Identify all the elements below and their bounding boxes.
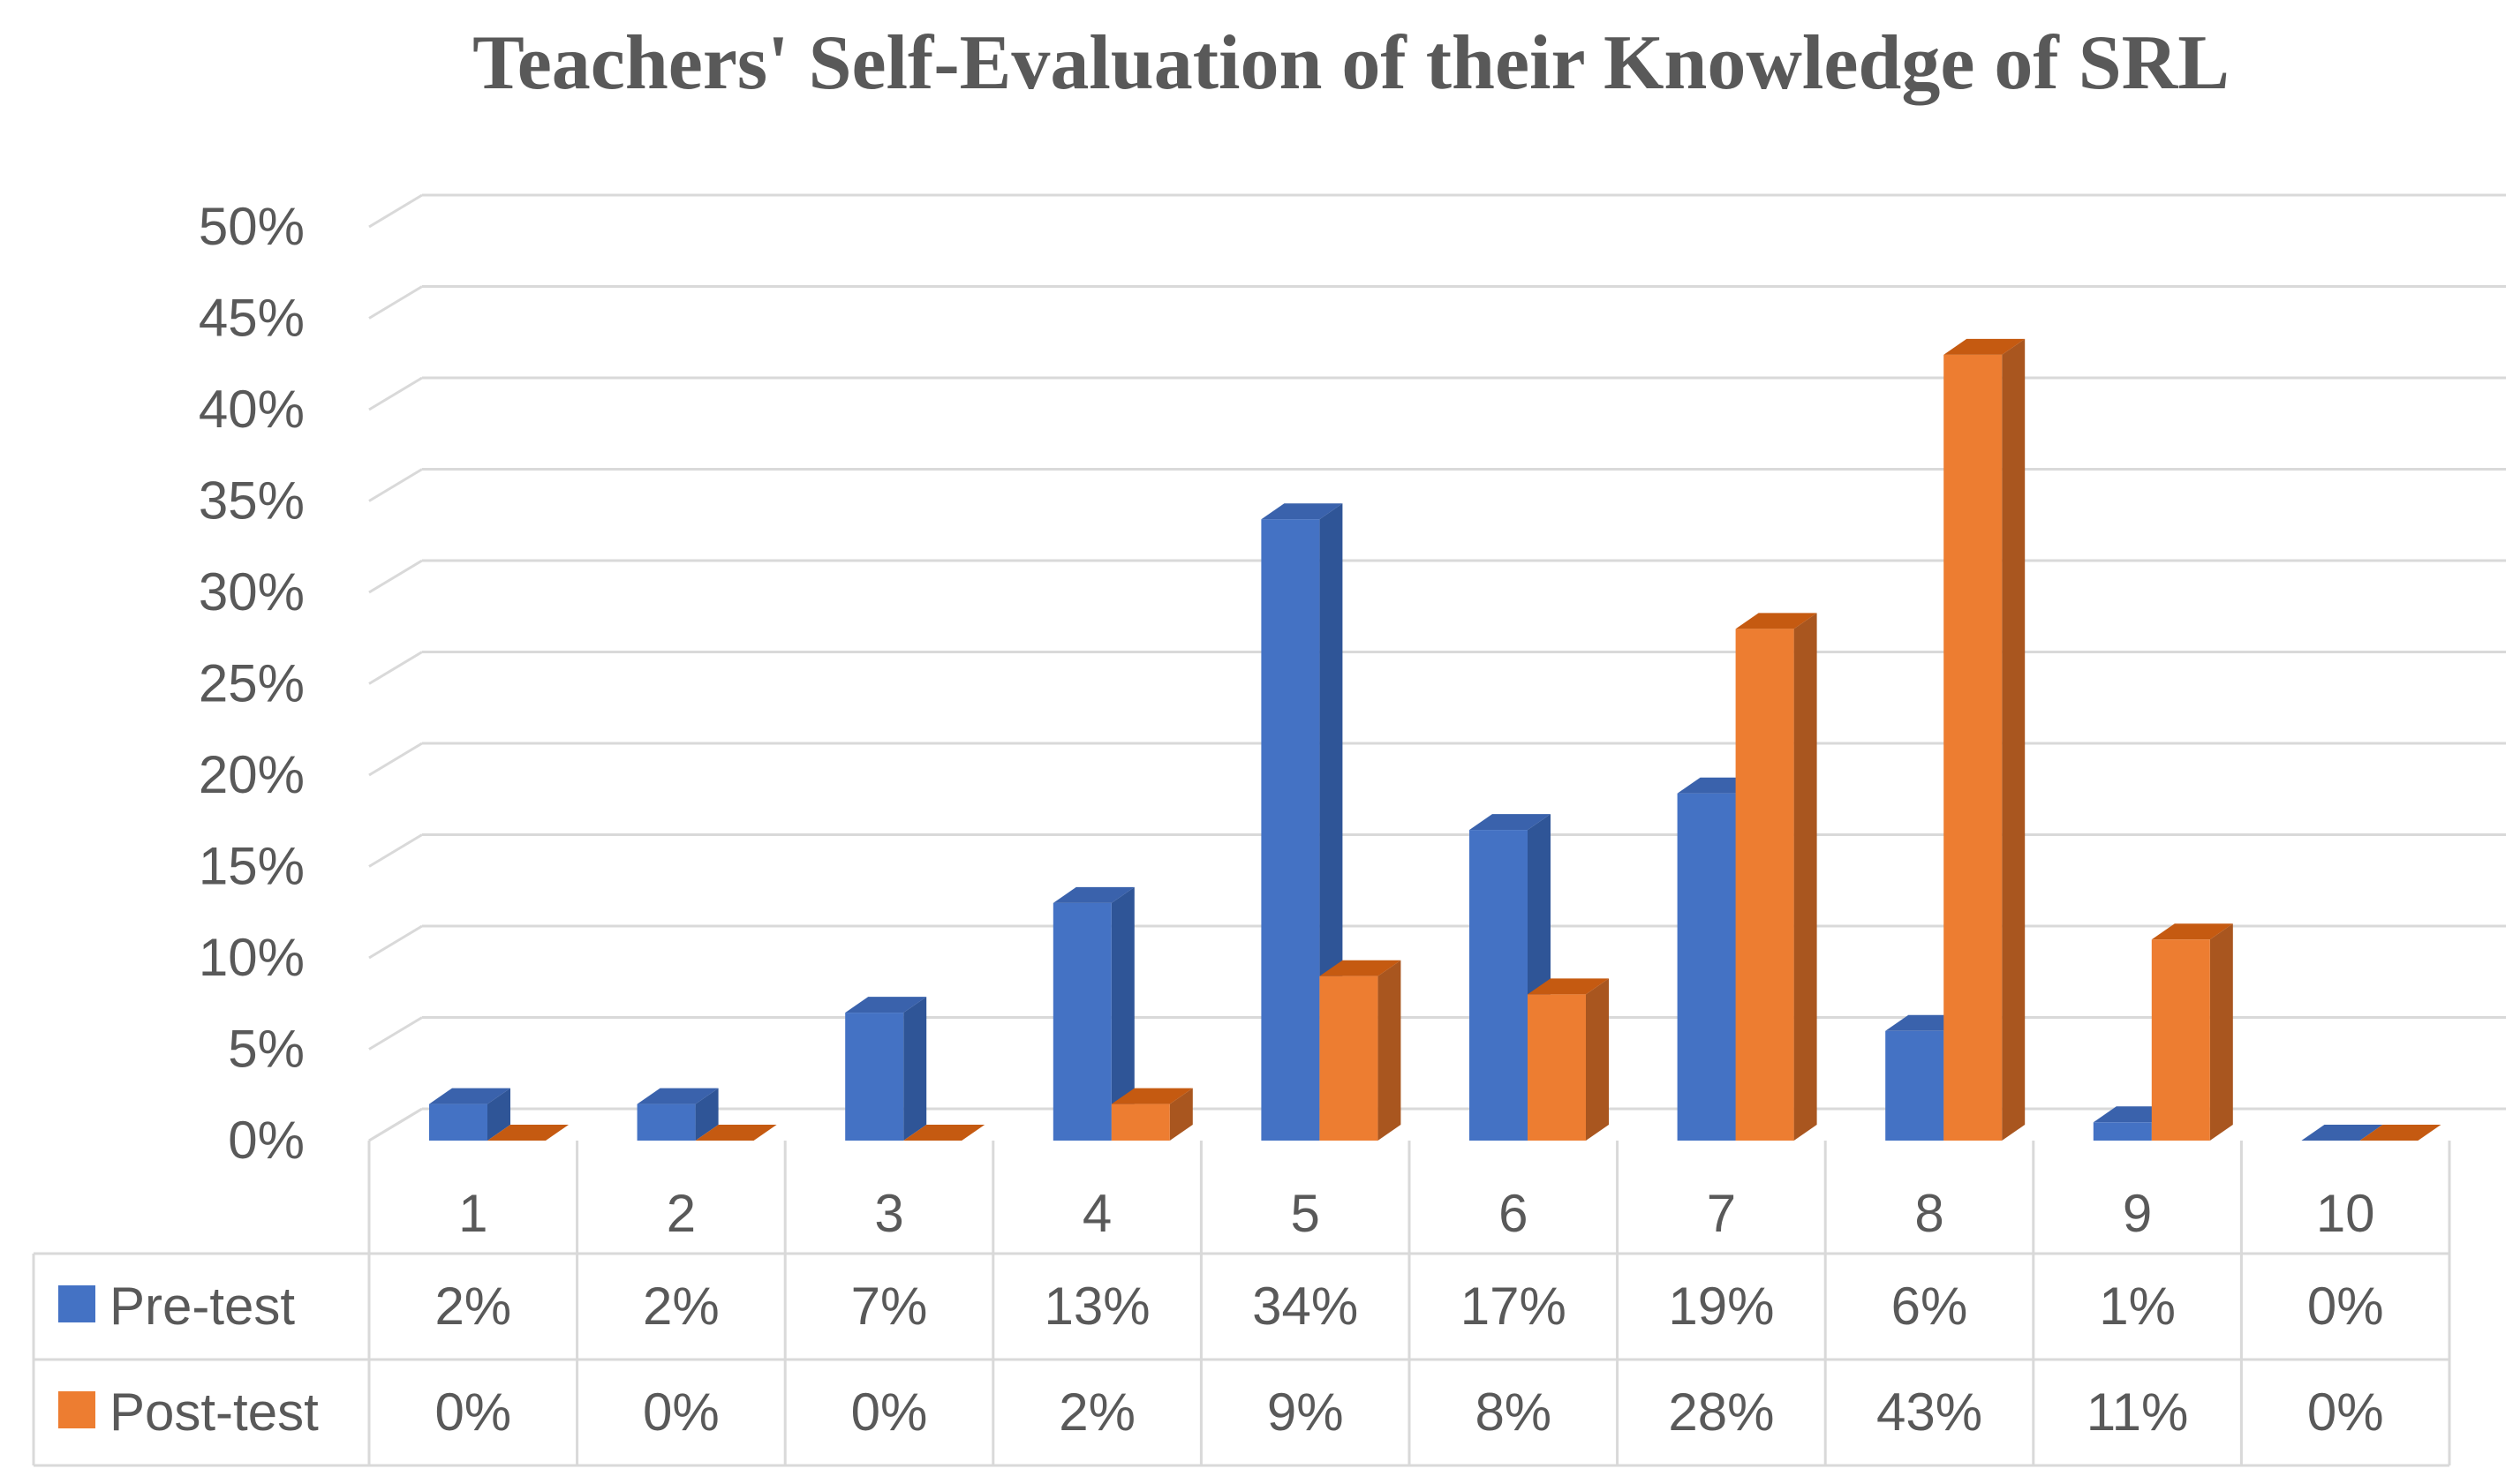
- data-label: 0%: [434, 1382, 511, 1442]
- y-tick-label: 5%: [228, 1020, 305, 1079]
- y-tick-label: 20%: [199, 745, 305, 804]
- data-label: 0%: [2307, 1277, 2384, 1336]
- bar: [695, 1125, 777, 1141]
- data-label: 13%: [1045, 1277, 1151, 1336]
- bars: [429, 338, 2441, 1141]
- category-label: 3: [874, 1184, 903, 1243]
- category-label: 1: [458, 1184, 487, 1243]
- bar: [1735, 613, 1817, 1141]
- data-label: 0%: [851, 1382, 928, 1442]
- gridline: [368, 924, 423, 960]
- gridline: [368, 742, 423, 777]
- data-label: 0%: [643, 1382, 720, 1442]
- category-label: 4: [1083, 1184, 1112, 1243]
- bar: [903, 1125, 985, 1141]
- bar: [429, 1088, 510, 1141]
- gridline: [368, 285, 423, 320]
- category-label: 5: [1291, 1184, 1320, 1243]
- bar: [2301, 1125, 2383, 1141]
- y-tick-label: 15%: [199, 837, 305, 896]
- data-label: 28%: [1668, 1382, 1774, 1442]
- y-tick-label: 25%: [199, 654, 305, 713]
- category-label: 10: [2316, 1184, 2375, 1243]
- bar: [1111, 1088, 1193, 1141]
- legend-label: Pre-test: [109, 1277, 295, 1336]
- data-label: 43%: [1876, 1382, 1982, 1442]
- legend-swatch: [58, 1285, 95, 1322]
- bar: [2151, 923, 2233, 1141]
- data-label: 11%: [2087, 1382, 2189, 1442]
- bar: [1319, 960, 1401, 1141]
- category-label: 2: [667, 1184, 696, 1243]
- y-tick-label: 35%: [199, 471, 305, 531]
- gridline: [368, 193, 423, 229]
- data-label: 34%: [1252, 1277, 1358, 1336]
- y-tick-label: 45%: [199, 289, 305, 348]
- y-tick-label: 40%: [199, 380, 305, 439]
- y-tick-label: 10%: [199, 928, 305, 987]
- gridline: [368, 559, 423, 594]
- data-label: 1%: [2099, 1277, 2176, 1336]
- data-label: 19%: [1668, 1277, 1774, 1336]
- category-label: 8: [1914, 1184, 1943, 1243]
- data-label: 2%: [434, 1277, 511, 1336]
- gridline: [368, 468, 423, 502]
- y-axis: 0% 5% 10% 15% 20% 25% 30% 35% 40% 45% 50%: [199, 197, 305, 1170]
- gridline: [368, 651, 423, 685]
- data-table: 1 2 3 4 5 6 7 8 9 10 Pre-test 2% 2% 7% 13% 34% 17% 19% 6% 1…: [32, 1141, 2451, 1467]
- grid: [368, 193, 2506, 1142]
- legend-swatch: [58, 1391, 95, 1428]
- data-label: 0%: [2307, 1382, 2384, 1442]
- data-label: 8%: [1475, 1382, 1551, 1442]
- legend-label: Post-test: [109, 1382, 319, 1442]
- data-label: 9%: [1267, 1382, 1344, 1442]
- axis-line: [368, 1107, 423, 1142]
- bar: [1528, 978, 1609, 1141]
- bar: [1943, 338, 2026, 1141]
- y-tick-label: 50%: [199, 197, 305, 256]
- category-label: 6: [1498, 1184, 1528, 1243]
- category-label: 9: [2123, 1184, 2152, 1243]
- data-label: 17%: [1460, 1277, 1566, 1336]
- bar: [2359, 1125, 2441, 1141]
- bar: [637, 1088, 719, 1141]
- category-label: 7: [1707, 1184, 1736, 1243]
- data-label: 2%: [643, 1277, 720, 1336]
- gridline: [368, 376, 423, 411]
- data-label: 7%: [851, 1277, 928, 1336]
- bar: [1053, 886, 1135, 1141]
- bar: [487, 1125, 569, 1141]
- data-label: 2%: [1059, 1382, 1136, 1442]
- gridline: [368, 833, 423, 868]
- chart-title: Teachers' Self-Evaluation of their Knowl…: [472, 20, 2230, 106]
- y-tick-label: 0%: [228, 1111, 305, 1170]
- y-tick-label: 30%: [199, 562, 305, 621]
- data-label: 6%: [1891, 1277, 1968, 1336]
- gridline: [368, 1016, 423, 1051]
- bar: [845, 997, 927, 1141]
